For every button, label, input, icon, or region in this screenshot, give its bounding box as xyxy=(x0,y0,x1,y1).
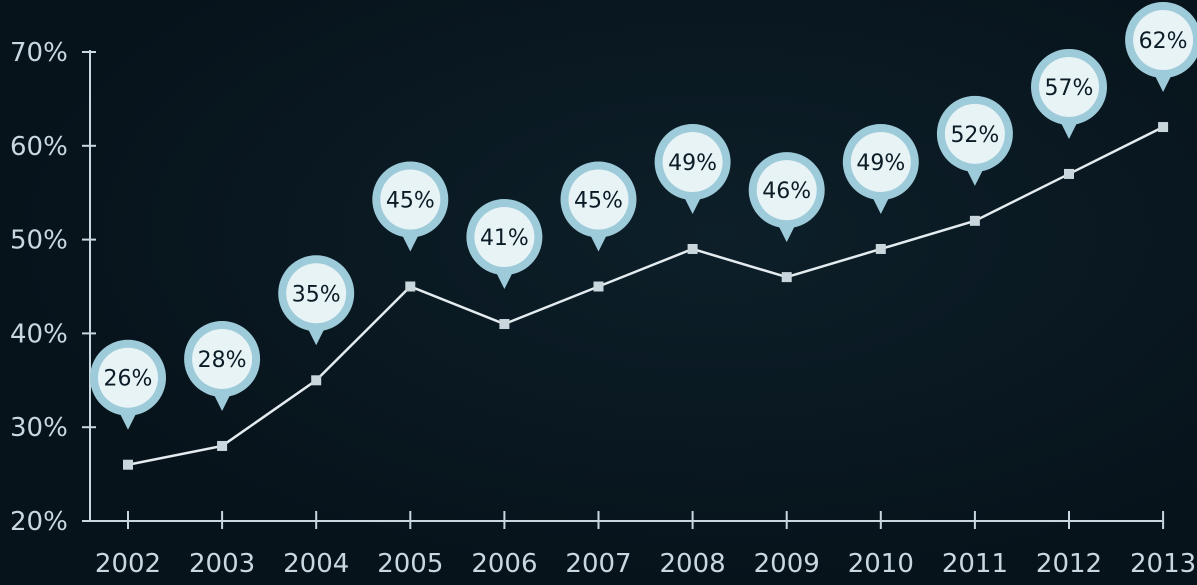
data-label-pin: 28% xyxy=(184,320,261,411)
data-label: 49% xyxy=(668,151,717,176)
data-label: 35% xyxy=(292,282,341,307)
data-point xyxy=(311,375,322,386)
data-label-pin: 57% xyxy=(1031,48,1107,139)
data-point xyxy=(217,440,228,451)
data-point xyxy=(123,459,133,470)
pin-inner-circle xyxy=(474,207,535,268)
x-tick-label: 2005 xyxy=(377,549,443,579)
data-label: 45% xyxy=(574,189,623,214)
data-label: 49% xyxy=(856,151,905,176)
pin-inner-circle xyxy=(662,131,723,192)
data-label-pin: 45% xyxy=(560,161,637,252)
data-label: 41% xyxy=(480,226,529,251)
data-label: 45% xyxy=(386,189,435,214)
data-point xyxy=(781,272,792,283)
x-tick-label: 2012 xyxy=(1036,549,1102,579)
data-point xyxy=(687,243,698,254)
y-tick-label: 20% xyxy=(10,507,68,537)
pin-inner-circle xyxy=(98,347,158,408)
data-label-group: 26% 28% 35% 45% 41% 45% 49% 46% 49% 52% 57% 62% xyxy=(90,2,1197,430)
data-label-pin: 45% xyxy=(372,161,449,252)
pin-inner-circle xyxy=(380,169,441,230)
data-label: 28% xyxy=(198,348,247,373)
data-point xyxy=(1064,168,1074,179)
x-tick-label: 2008 xyxy=(660,549,726,579)
data-label: 52% xyxy=(950,123,999,148)
data-label-pin: 62% xyxy=(1125,2,1197,93)
axes: 20% 30% 40% 50% 60% 70% 2002 2003 2004 2005 2006 20… xyxy=(10,38,1196,579)
data-label: 46% xyxy=(762,179,811,204)
data-point xyxy=(1158,122,1169,133)
pin-inner-circle xyxy=(756,160,817,221)
x-tick-label: 2011 xyxy=(942,549,1008,579)
pin-inner-circle xyxy=(192,328,253,389)
data-label: 57% xyxy=(1045,76,1094,101)
x-tick-label: 2009 xyxy=(754,549,820,579)
x-tick-label: 2002 xyxy=(95,549,161,579)
data-point xyxy=(875,243,886,254)
data-label-pin: 41% xyxy=(466,199,543,290)
x-tick-label: 2006 xyxy=(471,549,537,579)
y-tick-label: 60% xyxy=(10,132,68,162)
data-point xyxy=(969,215,980,226)
pin-inner-circle xyxy=(850,131,911,192)
pin-inner-circle xyxy=(1133,10,1194,71)
data-label-pin: 49% xyxy=(842,123,919,214)
series-line xyxy=(127,125,1164,466)
x-tick-label: 2010 xyxy=(848,549,914,579)
x-tick-label: 2007 xyxy=(565,549,631,579)
y-tick-label: 70% xyxy=(10,38,68,68)
data-label: 62% xyxy=(1139,29,1188,54)
x-tick-label: 2013 xyxy=(1130,549,1196,579)
data-label-pin: 52% xyxy=(936,95,1013,186)
series-line-group xyxy=(123,122,1169,470)
x-tick-label: 2004 xyxy=(283,549,349,579)
pin-inner-circle xyxy=(286,263,347,324)
y-tick-label: 40% xyxy=(10,319,68,349)
y-tick-label: 50% xyxy=(10,226,68,256)
data-label-pin: 49% xyxy=(654,123,731,214)
pin-inner-circle xyxy=(568,169,629,230)
pin-inner-circle xyxy=(944,103,1005,164)
data-label-pin: 26% xyxy=(90,339,166,430)
x-tick-label: 2003 xyxy=(189,549,255,579)
pin-inner-circle xyxy=(1039,56,1099,117)
data-label-pin: 46% xyxy=(748,152,825,243)
y-tick-label: 30% xyxy=(10,413,68,443)
data-point xyxy=(405,281,416,292)
data-point xyxy=(499,319,510,330)
data-label: 26% xyxy=(104,367,153,392)
data-label-pin: 35% xyxy=(278,255,355,346)
data-point xyxy=(593,281,604,292)
